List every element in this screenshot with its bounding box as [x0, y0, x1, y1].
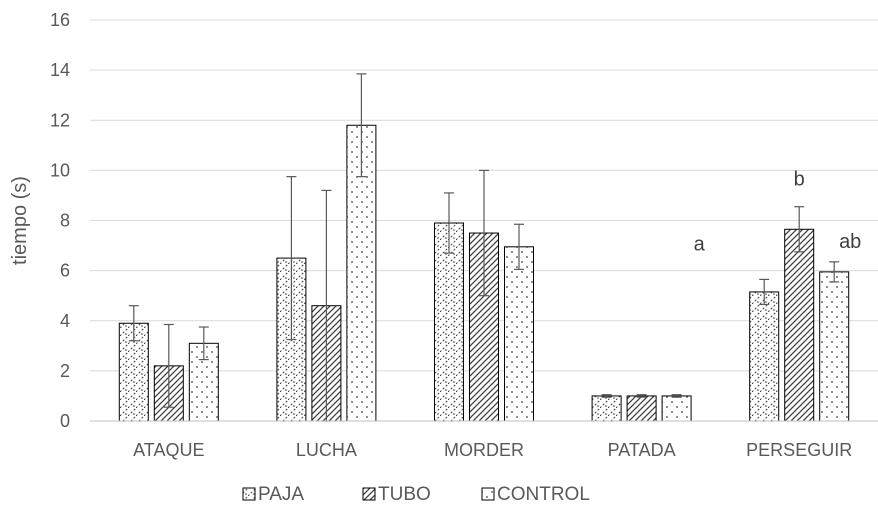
legend-swatch: [362, 487, 376, 501]
y-tick-label: 16: [50, 10, 70, 30]
error-bar: [286, 176, 297, 341]
x-tick-label: PATADA: [608, 440, 676, 460]
y-axis-label: tiempo (s): [9, 176, 31, 265]
error-bar: [163, 323, 174, 408]
y-tick-label: 10: [50, 160, 70, 180]
x-axis-ticks: ATAQUE LUCHA MORDER PATADA PERSEGUIR: [133, 440, 852, 460]
x-tick-label: LUCHA: [296, 440, 357, 460]
legend-item-tubo: TUBO: [362, 484, 431, 505]
legend-swatch: [242, 487, 256, 501]
legend-item-control: CONTROL: [481, 484, 590, 505]
y-tick-label: 6: [60, 261, 70, 281]
error-bar: [356, 73, 367, 178]
y-tick-label: 0: [60, 411, 70, 431]
legend: PAJA TUBO CONTROL: [242, 484, 590, 505]
error-bar: [479, 169, 489, 297]
bar-tubo-patada: [626, 395, 657, 422]
x-tick-label: ATAQUE: [133, 440, 204, 460]
bar-tubo-perseguir: [784, 228, 815, 422]
legend-label: PAJA: [258, 484, 304, 505]
x-tick-label: MORDER: [444, 440, 524, 460]
y-tick-label: 8: [60, 211, 70, 231]
x-tick-label: PERSEGUIR: [746, 440, 852, 460]
y-axis-ticks: 0 2 4 6 8 10 12 14 16: [50, 10, 70, 431]
bars: [118, 124, 850, 422]
annotation-label: a: [694, 234, 706, 256]
bar-paja-perseguir: [749, 291, 780, 422]
error-bar: [671, 394, 682, 398]
legend-swatch: [481, 487, 495, 501]
bar-control-patada: [661, 395, 692, 422]
y-tick-label: 12: [50, 110, 70, 130]
annotation-label: ab: [839, 231, 861, 253]
legend-item-paja: PAJA: [242, 484, 304, 505]
y-tick-label: 2: [60, 361, 70, 381]
error-bar: [829, 261, 840, 283]
error-bar: [444, 192, 454, 254]
error-bar: [759, 278, 770, 306]
bar-paja-patada: [591, 395, 622, 422]
error-bar: [601, 394, 612, 398]
legend-label: TUBO: [378, 484, 431, 505]
error-bar: [636, 394, 647, 398]
y-tick-label: 14: [50, 60, 70, 80]
y-tick-label: 4: [60, 311, 70, 331]
legend-label: CONTROL: [497, 484, 590, 505]
error-bar: [128, 305, 139, 342]
error-bar: [794, 206, 805, 253]
bar-control-morder: [504, 246, 534, 422]
annotation-label: b: [794, 168, 805, 190]
error-bars: [128, 73, 840, 422]
bar-control-perseguir: [819, 271, 850, 422]
error-bar: [198, 326, 209, 361]
error-bar: [514, 223, 524, 270]
